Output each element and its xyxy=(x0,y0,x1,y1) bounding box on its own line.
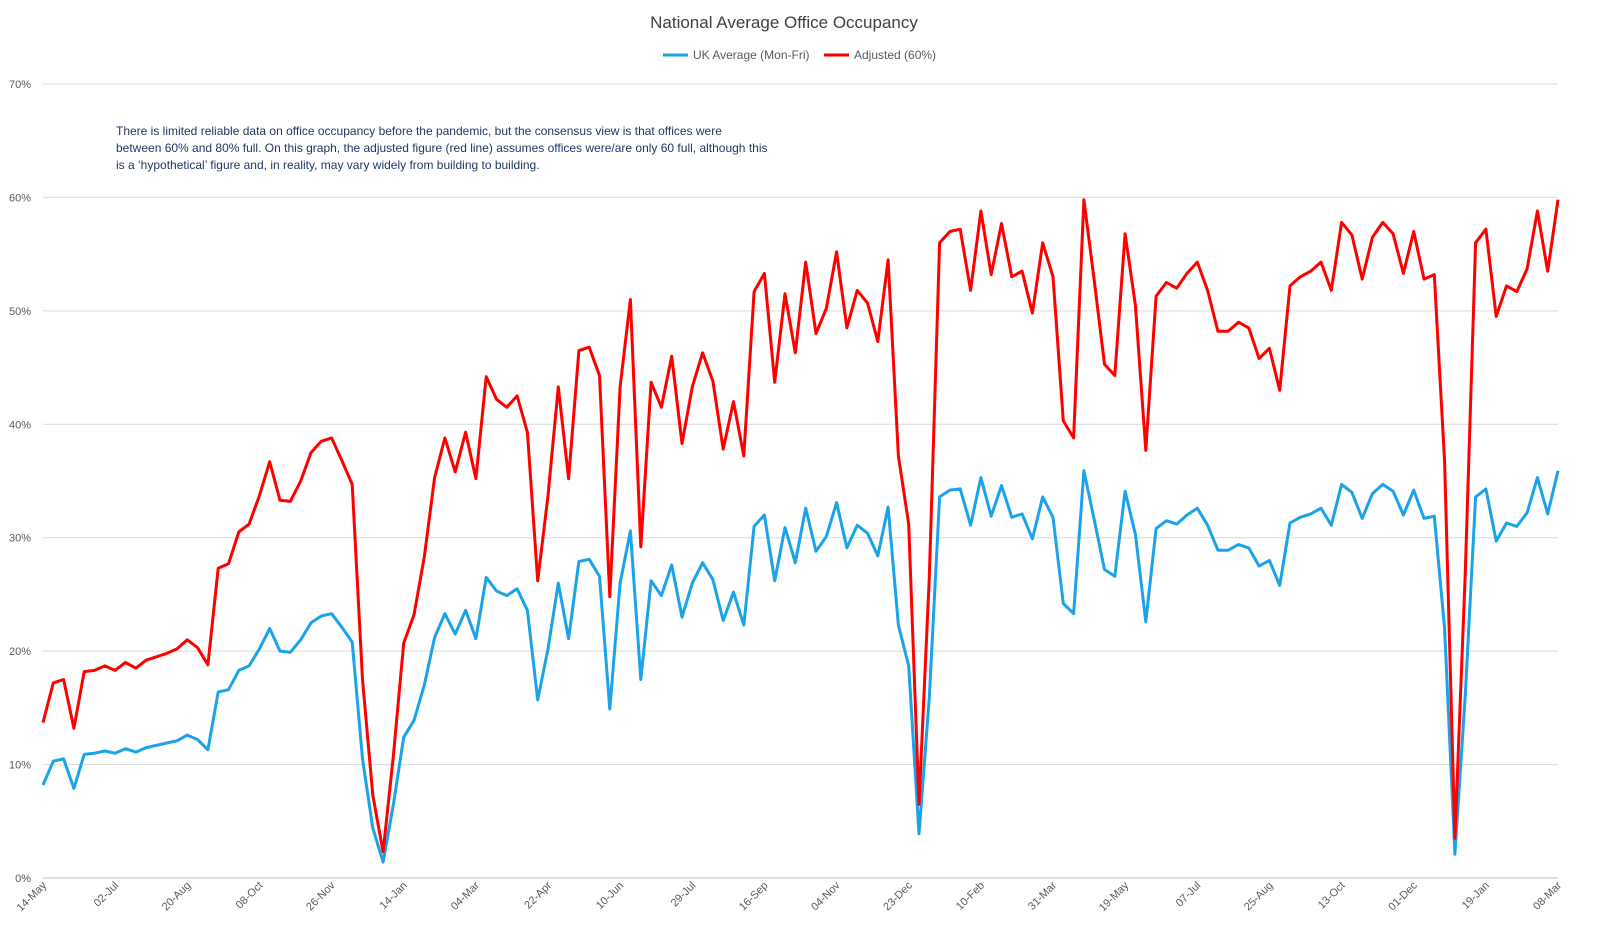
y-tick-label: 60% xyxy=(9,192,31,204)
x-axis-tick-labels: 14-May 02-Jul 20-Aug 08-Oct 26-Nov 14-Jan 04-M… xyxy=(15,879,1565,914)
y-tick-label: 20% xyxy=(9,646,31,658)
series-line-adjusted xyxy=(41,198,1560,854)
x-tick-label: 22-Apr xyxy=(522,879,554,911)
y-tick-label: 30% xyxy=(9,533,31,545)
x-tick-label: 25-Aug xyxy=(1242,880,1276,914)
x-tick-label: 31-Mar xyxy=(1026,879,1059,912)
legend-label-uk-average: UK Average (Mon-Fri) xyxy=(693,48,809,62)
x-tick-label: 04-Mar xyxy=(449,879,482,912)
y-tick-label: 40% xyxy=(9,419,31,431)
y-axis-tick-labels: 0% 10% 20% 30% 40% 50% 60% 70% xyxy=(9,79,31,885)
y-tick-label: 50% xyxy=(9,306,31,318)
chart-title: National Average Office Occupancy xyxy=(650,13,918,32)
x-tick-label: 29-Jul xyxy=(669,880,699,910)
x-tick-label: 07-Jul xyxy=(1174,880,1204,910)
annotation-note: There is limited reliable data on office… xyxy=(116,124,768,172)
x-tick-label: 23-Dec xyxy=(881,879,915,913)
x-tick-label: 16-Sep xyxy=(737,880,771,914)
x-tick-label: 13-Oct xyxy=(1316,880,1348,912)
y-tick-label: 0% xyxy=(15,873,31,885)
series-line-uk-average xyxy=(41,469,1560,864)
y-tick-label: 70% xyxy=(9,79,31,91)
annotation-line-3: is a ‘hypothetical’ figure and, in reali… xyxy=(116,158,540,172)
x-tick-label: 19-May xyxy=(1097,879,1132,914)
x-tick-label: 20-Aug xyxy=(160,880,194,914)
x-tick-label: 14-Jan xyxy=(378,880,410,912)
x-tick-label: 08-Oct xyxy=(234,880,266,912)
x-tick-label: 02-Jul xyxy=(92,880,122,910)
x-tick-label: 04-Nov xyxy=(809,879,843,913)
x-tick-label: 10-Feb xyxy=(954,880,987,913)
x-tick-label: 10-Jun xyxy=(594,880,626,912)
y-gridlines xyxy=(43,83,1558,766)
annotation-line-1: There is limited reliable data on office… xyxy=(116,124,722,138)
x-tick-label: 26-Nov xyxy=(304,879,338,913)
legend: UK Average (Mon-Fri) Adjusted (60%) xyxy=(663,48,936,62)
x-tick-label: 08-Mar xyxy=(1531,879,1564,912)
annotation-line-2: between 60% and 80% full. On this graph,… xyxy=(116,141,768,155)
x-tick-label: 01-Dec xyxy=(1386,879,1420,913)
legend-label-adjusted: Adjusted (60%) xyxy=(854,48,936,62)
y-tick-label: 10% xyxy=(9,760,31,772)
series-lines xyxy=(41,198,1560,864)
x-tick-label: 19-Jan xyxy=(1460,880,1492,912)
